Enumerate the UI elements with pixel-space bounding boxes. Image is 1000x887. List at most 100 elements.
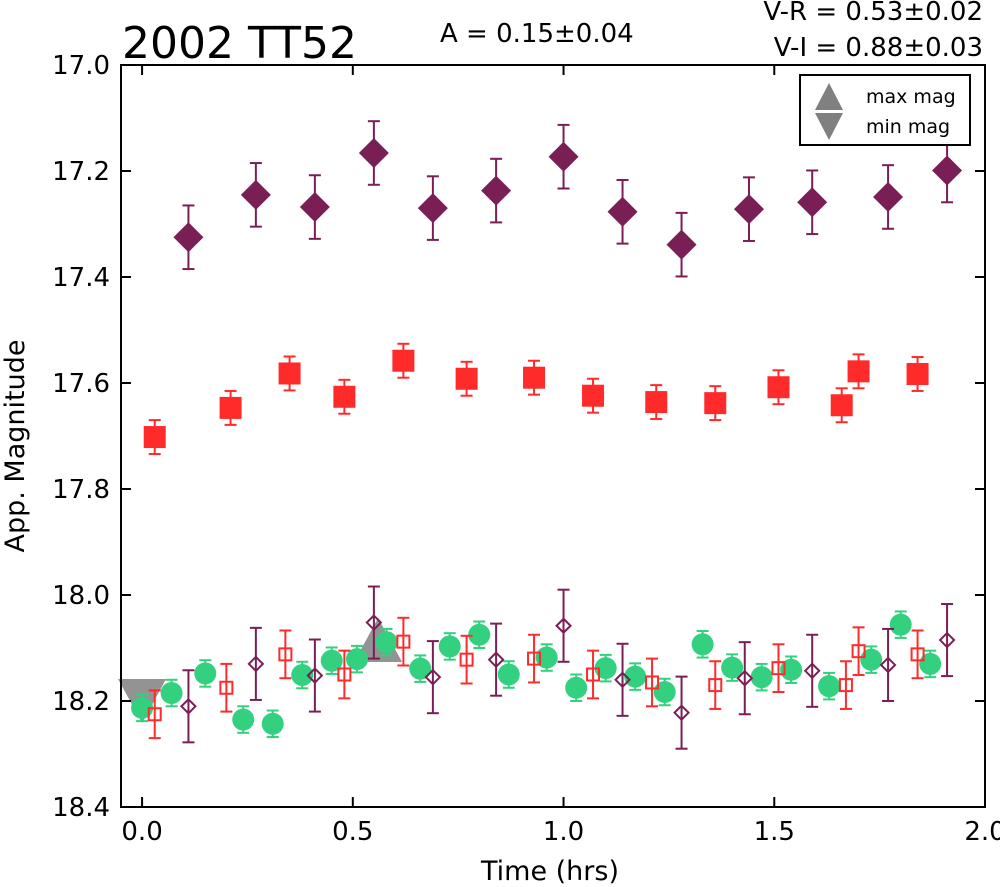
series-2-point-20: [750, 666, 773, 689]
series-1-point-1: [219, 396, 242, 419]
series-2-point-13: [535, 646, 558, 669]
series-0-point-4: [417, 193, 448, 224]
y-tick-label-0: 17.0: [52, 51, 110, 81]
series-2-point-21: [780, 658, 803, 681]
series-4-point-5: [487, 651, 505, 669]
series-1-point-10: [767, 376, 790, 399]
y-tick-label-6: 18.2: [52, 687, 110, 717]
series-2-point-19: [721, 656, 744, 679]
y-tick-label-2: 17.4: [52, 263, 110, 293]
series-0-point-2: [299, 192, 330, 223]
series-2-point-12: [497, 663, 520, 686]
series-3-point-7: [586, 667, 601, 682]
y-tick-label-4: 17.8: [52, 475, 110, 505]
series-3-point-4: [396, 634, 411, 649]
series-0-point-6: [548, 141, 579, 172]
series-4-point-8: [673, 704, 690, 722]
series-2-point-14: [565, 676, 588, 699]
series-1-point-9: [704, 392, 727, 415]
series-2-point-5: [291, 664, 314, 687]
series-2-point-6: [320, 649, 343, 672]
series-1-point-5: [455, 367, 478, 390]
v-i-annotation: V-I = 0.88±0.03: [774, 33, 983, 63]
series-3-point-6: [527, 651, 542, 666]
series-0-point-5: [481, 175, 512, 206]
series-3-point-2: [278, 647, 293, 662]
series-4-point-2: [306, 667, 324, 684]
legend-max-mag-label: max mag: [866, 86, 956, 108]
series-2-point-23: [860, 648, 883, 671]
series-2-point-4: [261, 712, 284, 735]
plot-frame: [120, 64, 986, 808]
series-3-point-3: [337, 667, 352, 682]
series-2-point-0: [131, 696, 154, 719]
series-4-point-0: [180, 697, 197, 715]
series-2-point-25: [919, 652, 942, 675]
series-3-point-12: [851, 644, 866, 659]
series-1-point-12: [847, 360, 870, 383]
x-tick-label-3: 1.5: [754, 817, 795, 847]
series-2-point-24: [889, 613, 912, 636]
series-2-point-17: [653, 680, 676, 703]
series-3-point-9: [708, 678, 723, 693]
x-axis-label: Time (hrs): [480, 856, 619, 887]
y-tick-label-3: 17.6: [52, 369, 110, 399]
series-2-point-18: [691, 633, 714, 656]
series-4-point-3: [365, 614, 383, 631]
plot-area: [118, 120, 963, 750]
series-3-point-8: [645, 675, 660, 690]
amplitude-annotation: A = 0.15±0.04: [440, 19, 634, 49]
series-1-point-8: [645, 391, 668, 414]
x-tick-label-0: 0.0: [121, 817, 162, 847]
series-0-point-8: [666, 229, 697, 260]
series-1-point-13: [906, 362, 929, 385]
series-1-point-0: [143, 426, 166, 449]
y-tick-label-1: 17.2: [52, 157, 110, 187]
series-0-point-7: [607, 196, 638, 227]
legend-min-mag-marker: [815, 113, 843, 140]
series-2-point-22: [818, 675, 841, 698]
series-4-point-9: [736, 669, 754, 687]
series-4-point-7: [614, 671, 631, 689]
v-r-annotation: V-R = 0.53±0.02: [763, 0, 983, 27]
chart-title: 2002 TT52: [122, 18, 357, 69]
series-2-point-9: [409, 657, 432, 680]
series-2-point-1: [160, 682, 183, 705]
y-tick-label-7: 18.4: [52, 793, 110, 823]
series-0-point-1: [240, 179, 271, 210]
series-2-point-7: [346, 648, 369, 671]
series-1-point-2: [278, 362, 301, 385]
y-axis-label: App. Magnitude: [0, 340, 31, 553]
series-2-point-2: [194, 662, 217, 685]
series-4-point-10: [803, 662, 821, 680]
series-2-point-10: [438, 635, 461, 658]
series-1-point-4: [392, 349, 415, 372]
series-4-point-6: [555, 617, 572, 635]
series-0-point-10: [797, 187, 828, 218]
series-1-point-3: [333, 385, 356, 408]
series-0-point-9: [733, 194, 764, 225]
series-3-point-5: [459, 652, 474, 667]
series-0-point-3: [358, 137, 389, 168]
series-4-point-12: [938, 631, 956, 649]
series-1-point-6: [523, 366, 546, 389]
legend-min-mag-label: min mag: [866, 116, 950, 138]
legend-max-mag-marker: [815, 83, 843, 110]
series-2-point-3: [232, 708, 255, 731]
series-3-point-1: [219, 680, 234, 695]
x-tick-label-1: 0.5: [332, 817, 373, 847]
x-tick-label-2: 1.0: [543, 817, 584, 847]
legend: max mag min mag: [799, 74, 971, 146]
series-2-point-8: [375, 631, 398, 654]
series-4-point-11: [879, 656, 897, 674]
series-4-point-4: [424, 668, 442, 686]
series-2-point-15: [594, 657, 617, 680]
series-2-point-11: [468, 623, 491, 646]
series-2-point-16: [624, 665, 647, 688]
series-1-point-7: [582, 384, 605, 407]
x-tick-label-4: 2.0: [964, 817, 1000, 847]
series-4-point-1: [247, 655, 265, 673]
axis-ticks: 0.0 0.5 1.0 1.5 2.0 17.0 17.2 17.4 17.6 17.8 18.0 1…: [52, 51, 1000, 847]
series-3-point-11: [838, 678, 853, 693]
